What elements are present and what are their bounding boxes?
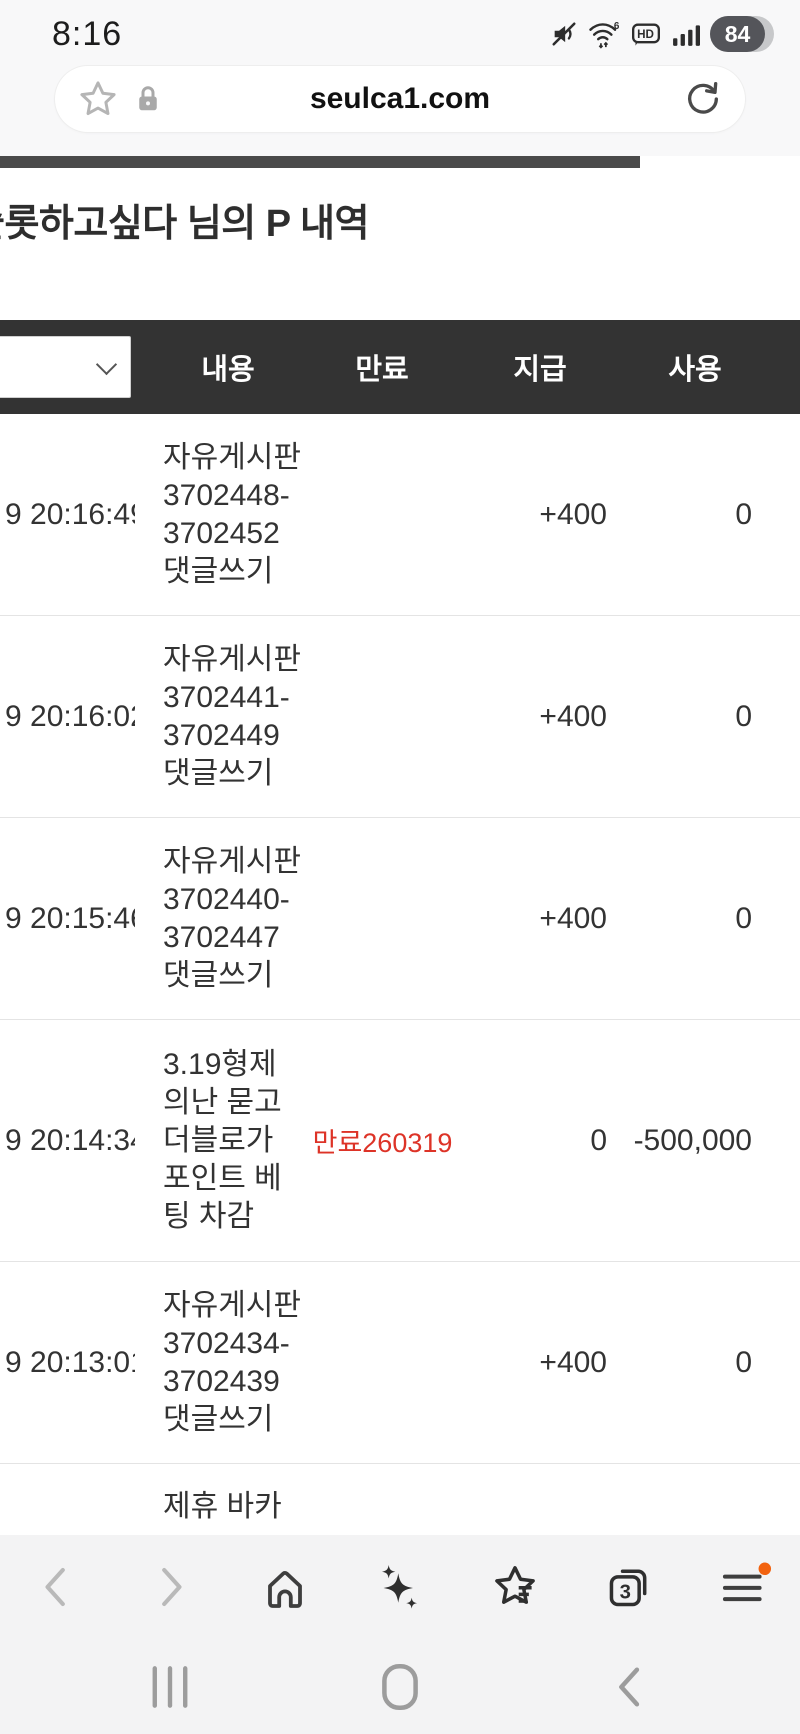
row-content: 자유게시판 3702441- 3702449 댓글쓰기 [163, 642, 301, 790]
row-use: 0 [735, 497, 752, 531]
tabs-icon: 3 [609, 1569, 647, 1607]
row-use: 0 [735, 1345, 752, 1379]
row-grant: 0 [590, 1123, 607, 1157]
row-grant: +400 [539, 901, 607, 935]
col-header-grant: 지급 [513, 354, 567, 386]
chevron-down-icon [95, 353, 118, 376]
ai-sparkles-icon [381, 1565, 418, 1609]
ai-assistant-button[interactable] [376, 1561, 424, 1613]
lock-icon[interactable] [133, 82, 163, 116]
signal-icon [672, 20, 700, 48]
row-expiry [305, 818, 460, 1019]
row-time: 9 20:14:34 [5, 1123, 135, 1157]
row-content: 자유게시판 3702434- 3702439 댓글쓰기 [163, 1288, 301, 1436]
status-icons: 6 HD [550, 16, 774, 52]
table-header: 내용 만료 지급 사용 [0, 320, 800, 414]
row-grant: +400 [539, 1345, 607, 1379]
col-header-content: 내용 [201, 354, 255, 386]
refresh-icon[interactable] [683, 79, 723, 119]
wifi6-icon: 6 [588, 19, 620, 49]
status-bar: 8:16 6 [0, 0, 800, 62]
back-nav-button[interactable] [600, 1661, 660, 1713]
notification-dot [758, 1562, 771, 1576]
menu-icon [722, 1562, 771, 1602]
home-button[interactable] [261, 1561, 309, 1613]
browser-toolbar: 3 [0, 1535, 800, 1734]
table-row: 9 20:13:01 자유게시판 3702434- 3702439 댓글쓰기 +… [0, 1262, 800, 1464]
row-expiry [305, 1262, 460, 1463]
recents-button[interactable] [140, 1661, 200, 1713]
recents-icon [152, 1666, 188, 1708]
filter-select[interactable] [0, 336, 131, 398]
status-clock: 8:16 [52, 14, 123, 53]
bookmarks-button[interactable] [491, 1561, 539, 1613]
page-load-progress-bar [0, 156, 640, 168]
bookmark-star-icon[interactable] [77, 78, 119, 120]
table-body: 9 20:16:49 자유게시판 3702448- 3702452 댓글쓰기 +… [0, 414, 800, 1624]
col-header-expiry: 만료 [355, 354, 409, 386]
svg-text:HD: HD [637, 28, 654, 41]
forward-icon [161, 1567, 182, 1607]
row-use: -500,000 [633, 1123, 752, 1157]
svg-text:6: 6 [614, 21, 620, 32]
back-button[interactable] [32, 1561, 80, 1613]
home-icon [268, 1571, 303, 1608]
row-expiry [305, 414, 460, 615]
page-load-progress-track [0, 156, 800, 168]
row-time: 9 20:16:02 [5, 699, 135, 733]
back-icon [45, 1567, 65, 1607]
row-time: 9 20:15:46 [5, 901, 135, 935]
table-row: 9 20:16:49 자유게시판 3702448- 3702452 댓글쓰기 +… [0, 414, 800, 616]
home-nav-button[interactable] [370, 1661, 430, 1713]
table-row: 9 20:15:46 자유게시판 3702440- 3702447 댓글쓰기 +… [0, 818, 800, 1020]
row-expiry: 만료260319 [312, 1128, 453, 1158]
home-pill-icon [382, 1663, 418, 1711]
tabs-button[interactable]: 3 [605, 1561, 653, 1613]
page-title: 슬롯하고싶다 님의 P 내역 [0, 203, 369, 245]
row-use: 0 [735, 901, 752, 935]
row-time: 9 20:13:01 [5, 1345, 135, 1379]
mute-icon [550, 20, 578, 48]
table-row: 9 20:16:02 자유게시판 3702441- 3702449 댓글쓰기 +… [0, 616, 800, 818]
battery-level: 84 [710, 16, 765, 52]
row-grant: +400 [539, 699, 607, 733]
row-expiry [305, 616, 460, 817]
browser-top-chrome: 8:16 6 [0, 0, 800, 156]
row-content: 자유게시판 3702448- 3702452 댓글쓰기 [163, 440, 301, 588]
row-grant: +400 [539, 497, 607, 531]
bookmarks-icon [494, 1566, 535, 1604]
address-bar[interactable]: seulca1.com [55, 66, 745, 132]
hd-icon: HD [630, 20, 662, 48]
android-nav-bar [0, 1661, 800, 1713]
col-header-use: 사용 [668, 354, 722, 386]
menu-button[interactable] [720, 1561, 771, 1613]
battery-indicator: 84 [710, 16, 774, 52]
back-chevron-icon [619, 1667, 640, 1707]
row-content: 3.19형제 의난 묻고 더블로가 포인트 베 팅 차감 [163, 1047, 282, 1233]
table-row: 9 20:14:34 3.19형제 의난 묻고 더블로가 포인트 베 팅 차감 … [0, 1020, 800, 1262]
row-content: 제휴 바카 [163, 1490, 282, 1523]
forward-button[interactable] [147, 1561, 195, 1613]
row-content: 자유게시판 3702440- 3702447 댓글쓰기 [163, 844, 301, 992]
tab-count: 3 [620, 1581, 631, 1603]
row-use: 0 [735, 699, 752, 733]
row-time: 9 20:16:49 [5, 497, 135, 531]
